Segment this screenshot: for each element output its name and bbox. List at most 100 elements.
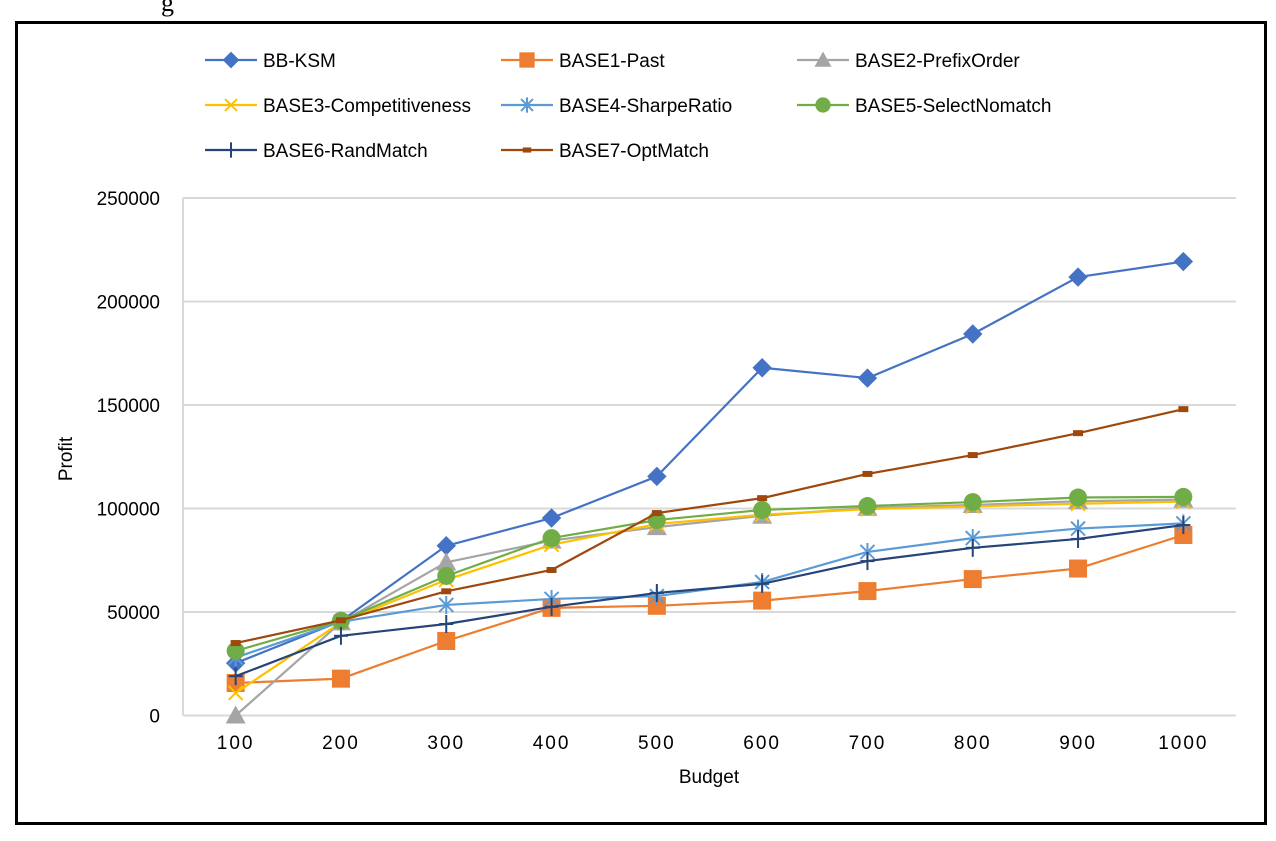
circle-marker bbox=[753, 500, 772, 519]
cut-off-caption-text: g bbox=[161, 0, 174, 17]
x-tick-label: 200 bbox=[322, 733, 360, 754]
diamond-marker bbox=[752, 358, 772, 378]
legend-item: BASE6-RandMatch bbox=[205, 141, 428, 162]
series-line bbox=[235, 260, 1184, 665]
plus-marker bbox=[228, 667, 243, 686]
legend-label: BASE2-PrefixOrder bbox=[855, 51, 1020, 72]
plus-marker bbox=[755, 574, 770, 593]
y-tick-label: 200000 bbox=[97, 293, 160, 314]
dash-marker bbox=[862, 470, 873, 477]
legend-item: BASE1-Past bbox=[501, 51, 665, 72]
diamond-marker bbox=[541, 508, 562, 528]
series-line bbox=[235, 533, 1184, 685]
x-axis-tick-labels: 100 200 300 400 500 600 700 800 900 1000 bbox=[217, 733, 1208, 754]
diamond-marker bbox=[857, 368, 878, 388]
square-marker bbox=[753, 591, 772, 610]
square-marker bbox=[858, 582, 877, 601]
x-tick-label: 300 bbox=[427, 733, 465, 754]
circle-marker bbox=[963, 493, 982, 512]
y-tick-label: 250000 bbox=[97, 189, 160, 210]
chart-border bbox=[15, 21, 1267, 825]
dash-marker bbox=[757, 495, 768, 502]
y-tick-label: 50000 bbox=[107, 603, 160, 624]
x-tick-label: 700 bbox=[849, 733, 887, 754]
legend-label: BASE4-SharpeRatio bbox=[559, 96, 732, 117]
legend-label: BASE5-SelectNomatch bbox=[855, 96, 1051, 117]
series-line bbox=[235, 408, 1184, 645]
plus-marker bbox=[1176, 516, 1191, 535]
series-base7-optmatch bbox=[230, 406, 1189, 647]
legend-item: BASE7-OptMatch bbox=[501, 141, 709, 162]
series-line bbox=[235, 500, 1184, 694]
plus-marker bbox=[860, 552, 875, 571]
circle-marker bbox=[1069, 488, 1088, 507]
plus-marker bbox=[333, 626, 348, 645]
plus-marker bbox=[965, 538, 980, 557]
x-tick-label: 800 bbox=[954, 733, 992, 754]
x-marker bbox=[227, 685, 244, 701]
diamond-marker bbox=[1173, 251, 1194, 272]
legend-label: BASE1-Past bbox=[559, 51, 665, 72]
y-tick-label: 100000 bbox=[97, 500, 160, 521]
circle-marker bbox=[1174, 487, 1193, 506]
plus-marker bbox=[649, 583, 664, 602]
x-axis-title: Budget bbox=[679, 767, 740, 788]
triangle-marker bbox=[436, 552, 457, 571]
legend-item: BB-KSM bbox=[205, 51, 336, 72]
star-marker bbox=[520, 97, 534, 113]
x-marker bbox=[224, 98, 238, 112]
x-tick-label: 600 bbox=[743, 733, 781, 754]
legend-item: BASE4-SharpeRatio bbox=[501, 96, 732, 117]
square-marker bbox=[519, 52, 535, 68]
dash-marker bbox=[335, 617, 346, 624]
x-marker-stroke bbox=[224, 98, 238, 112]
series-line bbox=[235, 523, 1184, 678]
square-marker bbox=[331, 669, 350, 688]
legend-label: BASE6-RandMatch bbox=[263, 141, 428, 162]
plus-marker bbox=[1071, 529, 1086, 548]
square-marker bbox=[1069, 559, 1088, 578]
circle-marker bbox=[858, 497, 877, 516]
y-tick-label: 0 bbox=[149, 707, 160, 728]
x-tick-label: 500 bbox=[638, 733, 676, 754]
triangle-marker bbox=[814, 51, 832, 67]
dash-marker bbox=[967, 452, 978, 459]
diamond-marker bbox=[647, 466, 667, 487]
diamond-marker bbox=[1068, 267, 1088, 287]
legend-label: BB-KSM bbox=[263, 51, 336, 72]
dash-marker bbox=[1073, 430, 1084, 437]
legend-item: BASE2-PrefixOrder bbox=[797, 51, 1020, 72]
plus-marker bbox=[544, 597, 559, 616]
series-line bbox=[235, 495, 1184, 652]
star-marker bbox=[438, 595, 454, 614]
y-axis-tick-labels: 0 50000 100000 150000 200000 250000 bbox=[97, 189, 160, 728]
dash-marker bbox=[230, 640, 241, 647]
diamond-marker bbox=[963, 324, 983, 344]
plus-marker bbox=[225, 142, 237, 158]
y-axis-title: Profit bbox=[56, 436, 77, 481]
x-tick-label: 100 bbox=[217, 733, 255, 754]
diamond-marker bbox=[222, 51, 240, 69]
legend: BB-KSM BASE1-Past BASE2-PrefixOrder BASE3-C… bbox=[205, 51, 1051, 162]
square-marker bbox=[1174, 525, 1193, 544]
dash-marker bbox=[441, 588, 452, 595]
circle-marker bbox=[226, 641, 245, 660]
circle-marker bbox=[542, 529, 561, 548]
x-tick-label: 900 bbox=[1059, 733, 1097, 754]
series-lines bbox=[225, 251, 1194, 724]
x-tick-label: 1000 bbox=[1158, 733, 1208, 754]
x-tick-label: 400 bbox=[533, 733, 571, 754]
dash-marker bbox=[651, 510, 662, 517]
series-base6-randmatch bbox=[228, 516, 1191, 686]
legend-label: BASE3-Competitiveness bbox=[263, 96, 471, 117]
plus-marker bbox=[439, 615, 454, 634]
dash-marker bbox=[522, 147, 532, 153]
x-marker-stroke bbox=[227, 685, 244, 701]
circle-marker bbox=[437, 566, 456, 585]
legend-item: BASE3-Competitiveness bbox=[205, 96, 471, 117]
square-marker bbox=[963, 570, 982, 589]
circle-marker bbox=[815, 97, 831, 113]
series-line bbox=[234, 498, 1184, 717]
triangle-marker bbox=[225, 705, 246, 724]
